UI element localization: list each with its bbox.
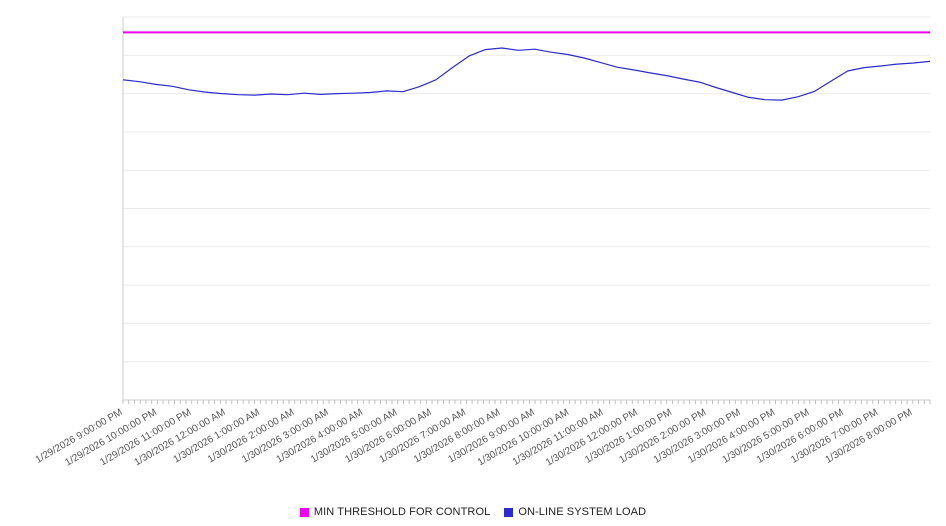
chart-canvas: 1/29/2026 9:00:00 PM1/29/2026 10:00:00 P… [34,16,931,469]
chart-plot-area: 1/29/2026 9:00:00 PM 1/29/2026 10:00:00 P… [34,16,931,469]
legend-swatch-system-load [504,507,514,517]
legend-swatch-min-threshold [299,507,309,517]
legend-item-system-load[interactable]: ON-LINE SYSTEM LOAD [504,506,646,518]
legend-label-min-threshold: MIN THRESHOLD FOR CONTROL [313,506,491,518]
x-axis-ticks [122,400,931,404]
x-axis-labels: 1/29/2026 9:00:00 PM1/29/2026 10:00:00 P… [34,407,915,469]
chart-legend: MIN THRESHOLD FOR CONTROL ON-LINE SYSTEM… [0,498,946,526]
system-load-line [122,47,931,101]
legend-item-min-threshold[interactable]: MIN THRESHOLD FOR CONTROL [299,506,491,518]
legend-label-system-load: ON-LINE SYSTEM LOAD [518,506,647,518]
